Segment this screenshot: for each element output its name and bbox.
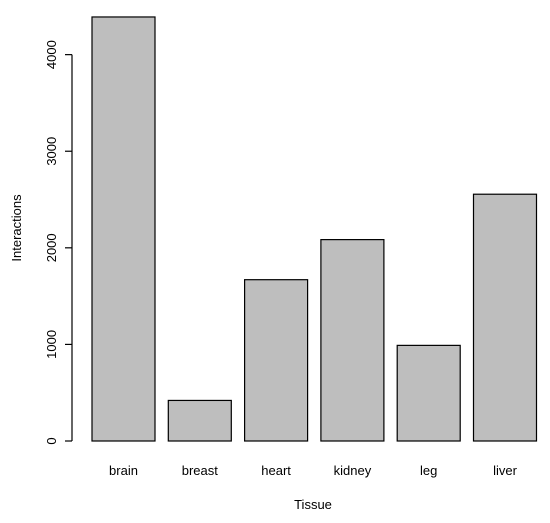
y-axis: 0 1000 2000 3000 4000 [44,40,73,445]
x-tick-label-liver: liver [493,463,518,478]
x-tick-label-leg: leg [420,463,437,478]
x-tick-label-breast: breast [182,463,219,478]
y-tick-label: 1000 [44,330,59,359]
bar-liver [472,193,538,442]
bar-leg [396,344,461,442]
bars [91,16,538,442]
x-axis-label: Tissue [294,497,332,512]
y-tick-label: 2000 [44,233,59,262]
bar-kidney [320,239,385,442]
x-tick-label-kidney: kidney [334,463,372,478]
bar-brain [91,16,156,442]
y-tick-label: 0 [44,437,59,444]
bar-heart [244,279,309,442]
x-tick-label-brain: brain [109,463,138,478]
x-category-labels: brain breast heart kidney leg liver [109,463,518,478]
bar-breast [167,399,232,442]
y-tick-label: 4000 [44,40,59,69]
y-axis-label: Interactions [9,194,24,262]
y-tick-label: 3000 [44,137,59,166]
x-tick-label-heart: heart [261,463,291,478]
